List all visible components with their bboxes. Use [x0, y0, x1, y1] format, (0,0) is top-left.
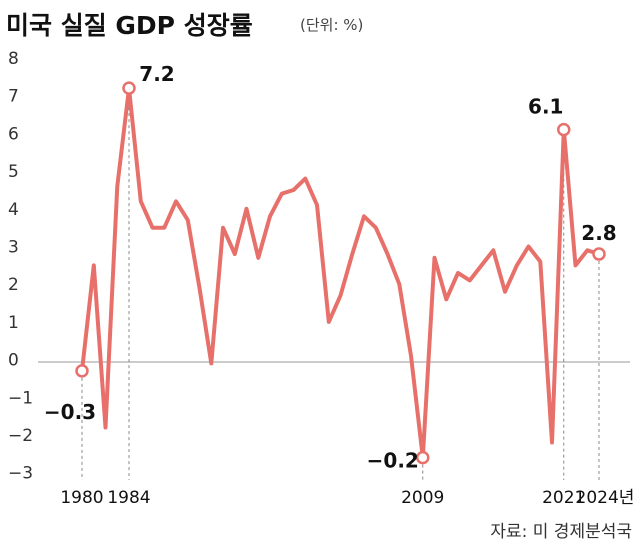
chart-title: 미국 실질 GDP 성장률 — [6, 11, 253, 40]
x-tick-label: 2009 — [401, 488, 444, 508]
unit-label: (단위: %) — [300, 16, 363, 34]
x-tick-label: 2021 — [542, 488, 585, 508]
y-tick-label: −2 — [8, 426, 33, 446]
y-tick-label: 6 — [8, 124, 19, 144]
data-label: −0.3 — [44, 400, 96, 424]
y-tick-label: 7 — [8, 87, 19, 107]
y-tick-label: −1 — [8, 388, 33, 408]
data-label: 6.1 — [528, 95, 563, 119]
highlight-marker — [122, 81, 136, 95]
data-label: 2.8 — [581, 221, 616, 245]
data-label: −0.2 — [367, 449, 419, 473]
highlight-marker — [416, 450, 430, 465]
y-tick-label: 8 — [8, 49, 19, 69]
x-tick-label: 2024년 — [576, 488, 635, 508]
y-tick-label: 2 — [8, 275, 19, 295]
y-tick-label: 3 — [8, 238, 19, 258]
x-tick-label: 1984 — [107, 488, 150, 508]
data-labels: −0.3 7.2 −0.2 6.1 2.8 — [44, 62, 617, 472]
x-tick-label: 1980 — [60, 488, 103, 508]
y-tick-label: −3 — [8, 464, 33, 484]
y-tick-label: 1 — [8, 313, 19, 333]
y-tick-label: 5 — [8, 162, 19, 182]
highlight-marker — [592, 247, 606, 261]
y-tick-label: 0 — [8, 351, 19, 371]
y-axis: 8 7 6 5 4 3 2 1 0 −1 −2 −3 — [8, 49, 33, 484]
source-note: 자료: 미 경제분석국 — [490, 522, 632, 542]
gdp-growth-line — [80, 86, 601, 460]
highlight-marker — [75, 364, 89, 378]
highlight-marker — [557, 122, 571, 137]
annotation-markers — [75, 81, 606, 465]
annotation-guides — [81, 95, 600, 480]
y-tick-label: 4 — [8, 200, 19, 220]
data-label: 7.2 — [139, 62, 174, 86]
